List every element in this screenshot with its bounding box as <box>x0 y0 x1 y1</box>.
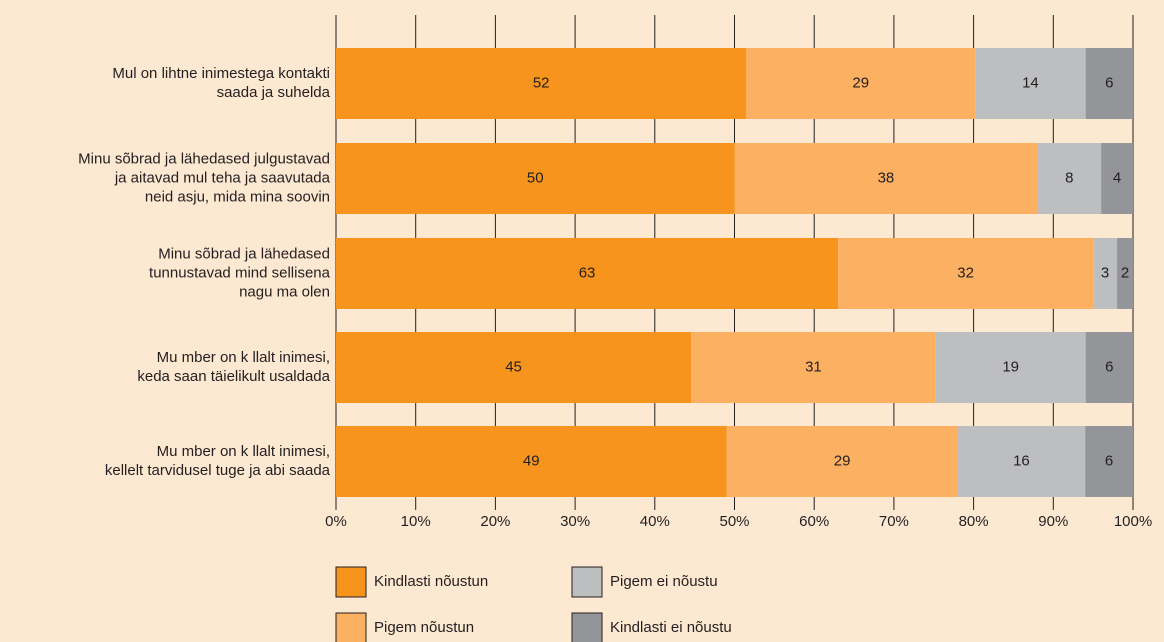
legend-swatch <box>335 612 367 642</box>
bar-segment <box>1037 143 1102 214</box>
category-label: Mu mber on k llalt inimesi, <box>157 443 330 460</box>
x-tick-label: 70% <box>879 513 909 530</box>
value-label: 6 <box>1105 74 1113 91</box>
bar-segment <box>726 426 958 497</box>
value-label: 6 <box>1105 358 1113 375</box>
value-label: 50 <box>527 169 544 186</box>
category-label: kellelt tarvidusel tuge ja abi saada <box>105 462 331 479</box>
x-tick-label: 100% <box>1114 513 1152 530</box>
value-label: 32 <box>957 264 974 281</box>
bar-segment <box>1085 332 1133 403</box>
category-label: Minu sõbrad ja lähedased julgustavad <box>78 150 330 167</box>
bar-segment <box>746 48 976 119</box>
value-label: 49 <box>523 452 540 469</box>
category-label: Minu sõbrad ja lähedased <box>158 245 330 262</box>
value-label: 19 <box>1002 358 1019 375</box>
value-label: 63 <box>579 264 596 281</box>
value-label: 2 <box>1121 264 1129 281</box>
x-tick-label: 50% <box>719 513 749 530</box>
value-label: 29 <box>834 452 851 469</box>
x-tick-label: 40% <box>640 513 670 530</box>
category-label: neid asju, mida mina soovin <box>145 188 330 205</box>
category-label: Mu mber on k llalt inimesi, <box>157 349 330 366</box>
bar-segment <box>838 238 1094 309</box>
category-label: Mul on lihtne inimestega kontakti <box>112 65 330 82</box>
value-label: 6 <box>1105 452 1113 469</box>
bar-segment <box>1085 48 1133 119</box>
legend-label: Pigem ei nõustu <box>610 573 718 590</box>
bar-segment <box>336 48 747 119</box>
bar-segment <box>1093 238 1118 309</box>
value-label: 4 <box>1113 169 1121 186</box>
legend-label: Kindlasti ei nõustu <box>610 619 732 636</box>
category-label: saada ja suhelda <box>217 84 331 101</box>
bar-segment <box>691 332 936 403</box>
legend-swatch <box>335 566 367 598</box>
value-label: 38 <box>878 169 895 186</box>
bar-segment <box>336 332 692 403</box>
category-label: ja aitavad mul teha ja saavutada <box>114 169 331 186</box>
value-label: 31 <box>805 358 822 375</box>
value-label: 3 <box>1101 264 1109 281</box>
bar-segment <box>1085 426 1133 497</box>
x-tick-label: 0% <box>325 513 347 530</box>
bar-segment <box>336 426 727 497</box>
bar-segment <box>1117 238 1133 309</box>
legend-swatch <box>571 612 603 642</box>
category-label: keda saan täielikult usaldada <box>137 368 330 385</box>
category-label: nagu ma olen <box>239 283 330 300</box>
bar-segment <box>1101 143 1133 214</box>
x-tick-label: 80% <box>959 513 989 530</box>
legend-label: Kindlasti nõustun <box>374 573 488 590</box>
bar-segment <box>957 426 1086 497</box>
value-label: 45 <box>505 358 522 375</box>
x-tick-label: 10% <box>401 513 431 530</box>
x-tick-label: 30% <box>560 513 590 530</box>
value-label: 29 <box>852 74 869 91</box>
x-tick-label: 20% <box>480 513 510 530</box>
bar-segment <box>734 143 1038 214</box>
category-label: tunnustavad mind sellisena <box>149 264 331 281</box>
bar-segment <box>336 238 839 309</box>
bar-segment <box>975 48 1086 119</box>
legend-label: Pigem nõustun <box>374 619 474 636</box>
bar-segment <box>336 143 735 214</box>
x-tick-label: 90% <box>1038 513 1068 530</box>
value-label: 16 <box>1013 452 1030 469</box>
x-tick-label: 60% <box>799 513 829 530</box>
legend-swatch <box>571 566 603 598</box>
value-label: 14 <box>1022 74 1039 91</box>
bar-segment <box>935 332 1086 403</box>
value-label: 52 <box>533 74 550 91</box>
value-label: 8 <box>1065 169 1073 186</box>
